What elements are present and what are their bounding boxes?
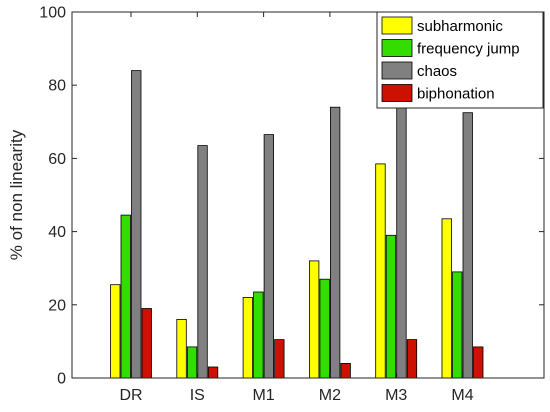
- x-tick-labels: DR IS M1 M2 M3 M4: [119, 387, 473, 404]
- bar-frequency-jump-m1: [253, 291, 264, 379]
- x-tick-label-m4: M4: [451, 387, 473, 404]
- bar-subharmonic-dr: [110, 284, 121, 379]
- bar-frequency-jump-m2: [319, 278, 330, 379]
- y-tick-labels: 0 20 40 60 80 100: [39, 5, 66, 388]
- x-tick-label-m3: M3: [385, 387, 407, 404]
- bar-chaos-m1: [263, 134, 275, 379]
- legend-label-chaos: chaos: [417, 63, 457, 80]
- bar-chaos-is: [197, 145, 208, 379]
- bar-subharmonic-m1: [242, 297, 254, 379]
- bar-chaos-dr: [131, 70, 142, 379]
- bar-frequency-jump-dr: [120, 214, 131, 379]
- legend-swatch-biphonation: [381, 84, 413, 102]
- bar-chaos-m2: [329, 106, 341, 379]
- bar-subharmonic-m2: [308, 260, 320, 379]
- x-tick-label-dr: DR: [119, 387, 142, 404]
- y-tick-label: 60: [48, 151, 66, 168]
- legend: subharmonic frequency jump chaos biphonatio…: [376, 11, 544, 109]
- bar-subharmonic-m4: [441, 218, 452, 379]
- y-tick-label: 20: [48, 297, 66, 314]
- bar-subharmonic-is: [176, 318, 187, 379]
- bar-frequency-jump-m3: [385, 234, 397, 379]
- legend-swatch-frequency-jump: [381, 39, 413, 57]
- bar-subharmonic-m3: [375, 163, 386, 379]
- bar-biphonation-m1: [274, 339, 285, 379]
- bar-frequency-jump-is: [186, 346, 198, 379]
- y-tick-label: 0: [57, 371, 66, 388]
- bar-biphonation-m4: [473, 346, 484, 379]
- y-tick-label: 40: [48, 224, 66, 241]
- y-axis-label: % of non linearity: [7, 129, 26, 260]
- legend-label-frequency-jump: frequency jump: [417, 41, 520, 58]
- x-tick-label-m1: M1: [252, 387, 274, 404]
- bar-chaos-m3: [396, 84, 407, 379]
- bar-chaos-m4: [462, 112, 473, 379]
- legend-label-biphonation: biphonation: [417, 86, 495, 103]
- bar-biphonation-dr: [141, 308, 152, 379]
- bar-biphonation-m2: [340, 362, 351, 379]
- bar-biphonation-is: [207, 366, 219, 379]
- legend-swatch-chaos: [381, 61, 413, 80]
- legend-swatch-subharmonic: [381, 16, 413, 35]
- bar-frequency-jump-m4: [452, 271, 463, 379]
- legend-label-subharmonic: subharmonic: [417, 18, 503, 35]
- plot-frame: [71, 11, 545, 379]
- y-tick-label: 100: [39, 5, 66, 22]
- x-tick-label-m2: M2: [319, 387, 341, 404]
- bar-biphonation-m3: [406, 339, 418, 379]
- x-tick-label-is: IS: [190, 387, 205, 404]
- y-tick-label: 80: [48, 78, 66, 95]
